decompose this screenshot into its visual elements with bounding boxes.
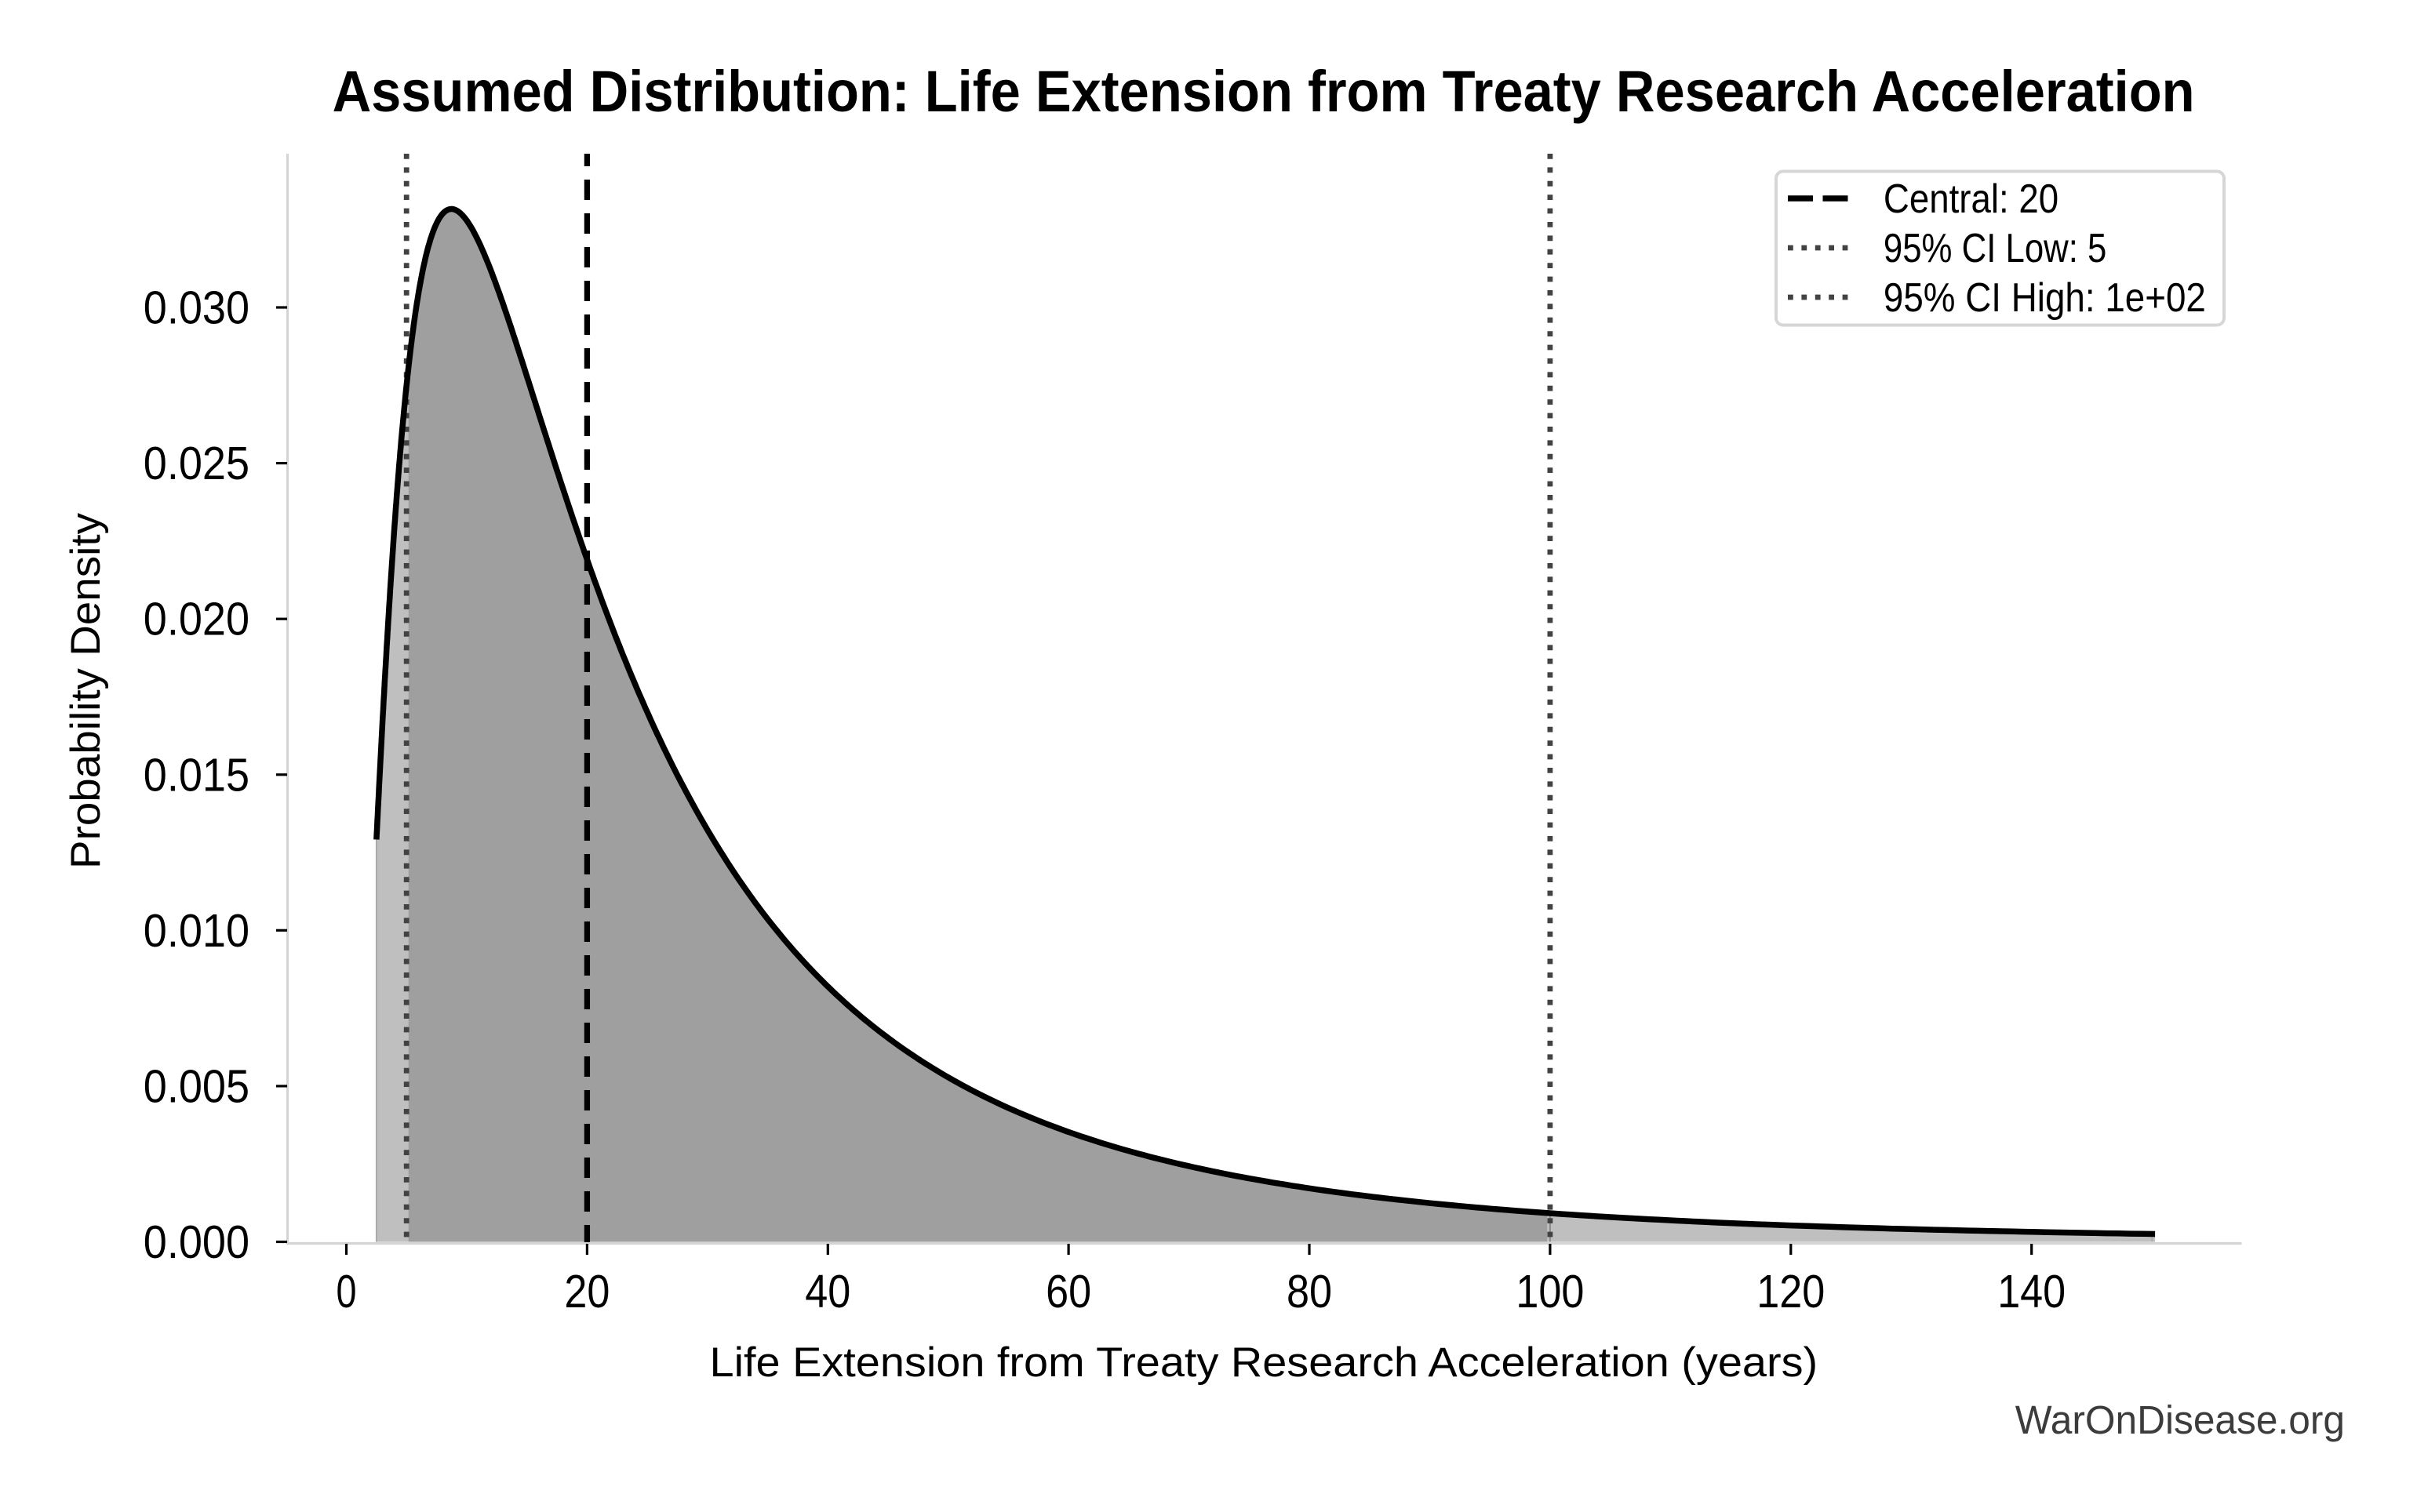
svg-text:95% CI High: 1e+02: 95% CI High: 1e+02 [1884,275,2206,321]
svg-text:Central: 20: Central: 20 [1884,176,2058,222]
svg-text:0.015: 0.015 [144,749,249,801]
svg-text:0: 0 [337,1266,357,1318]
svg-text:0.000: 0.000 [144,1216,249,1268]
svg-text:WarOnDisease.org: WarOnDisease.org [2015,1398,2345,1442]
svg-text:80: 80 [1287,1266,1332,1318]
svg-text:0.020: 0.020 [144,594,249,645]
svg-text:60: 60 [1046,1266,1091,1318]
svg-text:0.010: 0.010 [144,905,249,957]
svg-text:Probability Density: Probability Density [63,512,109,869]
svg-text:0.005: 0.005 [144,1060,249,1112]
svg-text:0.030: 0.030 [144,282,249,334]
svg-text:20: 20 [564,1266,610,1318]
svg-text:40: 40 [805,1266,850,1318]
svg-text:Assumed Distribution: Life Ext: Assumed Distribution: Life Extension fro… [333,59,2195,124]
svg-text:140: 140 [1997,1266,2066,1318]
svg-text:95% CI Low: 5: 95% CI Low: 5 [1884,226,2107,271]
svg-text:0.025: 0.025 [144,438,249,489]
svg-text:100: 100 [1516,1266,1584,1318]
svg-text:Life Extension from Treaty Res: Life Extension from Treaty Research Acce… [710,1339,1818,1386]
svg-text:120: 120 [1756,1266,1825,1318]
